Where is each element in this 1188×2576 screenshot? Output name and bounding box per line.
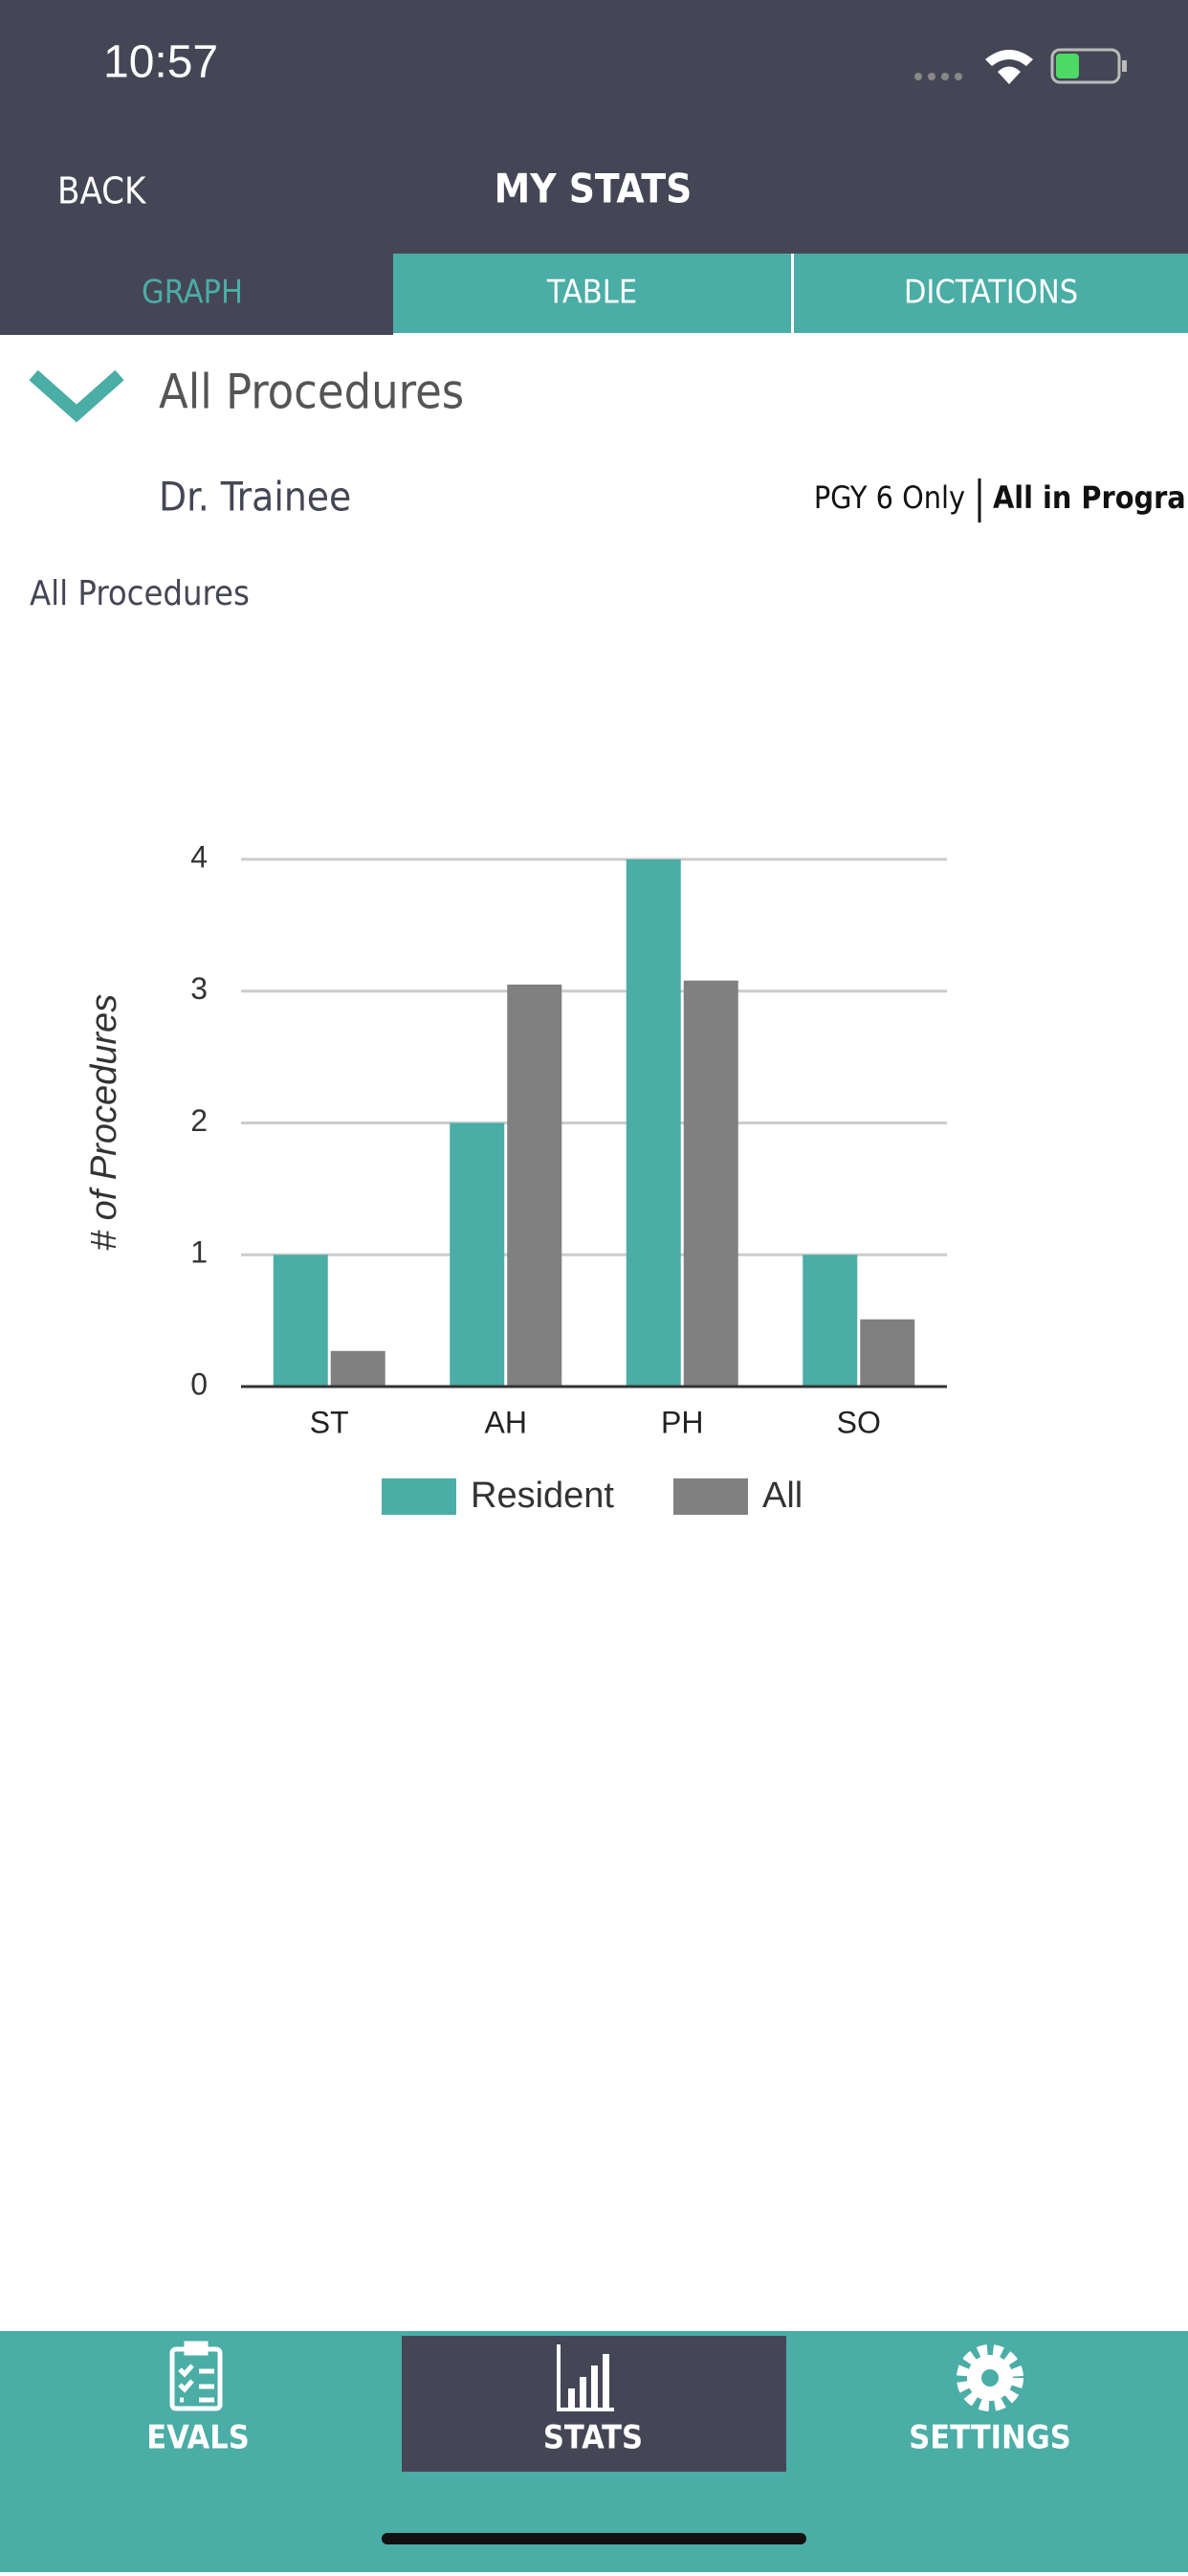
chart: 0 1 2 3 4 ST AH PH SO Resident All [190, 839, 947, 1516]
tab[interactable] [393, 254, 791, 333]
bar [507, 984, 562, 1387]
legend-swatch [672, 1478, 748, 1515]
stats-icon [557, 2344, 614, 2411]
legend-label: Resident [471, 1476, 614, 1516]
evals-icon [169, 2341, 223, 2411]
legend-label: All [762, 1476, 803, 1516]
procedure-select[interactable]: All Procedures [159, 365, 464, 420]
scope-option[interactable]: All in Program [993, 479, 1188, 516]
tab[interactable] [794, 254, 1188, 333]
legend-swatch [382, 1478, 456, 1515]
status-time: 10:57 [103, 37, 218, 88]
tab-label: GRAPH [142, 274, 243, 312]
bar [330, 1350, 385, 1387]
status-icons [914, 48, 1127, 84]
y-tick-label: 0 [190, 1366, 208, 1401]
bar [683, 980, 738, 1387]
bar [450, 1122, 505, 1387]
bar [626, 859, 681, 1387]
nav-label[interactable]: STATS [543, 2419, 643, 2457]
nav-label[interactable]: EVALS [146, 2419, 249, 2457]
y-tick-label: 3 [190, 971, 208, 1006]
chart-title: All Procedures [30, 574, 250, 613]
tab-active[interactable] [0, 254, 393, 335]
chevron[interactable] [29, 369, 124, 423]
y-tick-label: 1 [190, 1235, 208, 1270]
x-tick-label: AH [485, 1405, 527, 1439]
scope-option[interactable]: PGY 6 Only [814, 479, 965, 516]
back-button[interactable]: BACK [57, 170, 147, 212]
tab-label: DICTATIONS [904, 274, 1078, 312]
tab-label: TABLE [546, 274, 637, 312]
y-tick-label: 2 [190, 1103, 208, 1138]
page-title: MY STATS [495, 166, 693, 212]
x-tick-label: SO [837, 1405, 881, 1439]
y-axis-label: # of Procedures [84, 994, 124, 1251]
person-name: Dr. Trainee [159, 474, 351, 521]
y-tick-label: 4 [190, 839, 208, 874]
bar [273, 1255, 328, 1387]
bar [860, 1319, 915, 1387]
settings-icon [957, 2344, 1023, 2411]
x-tick-label: PH [661, 1405, 703, 1439]
x-tick-label: ST [310, 1405, 349, 1439]
nav-label[interactable]: SETTINGS [909, 2419, 1071, 2457]
header-bg [0, 0, 1188, 254]
bar [803, 1255, 858, 1387]
home-indicator [382, 2533, 806, 2544]
